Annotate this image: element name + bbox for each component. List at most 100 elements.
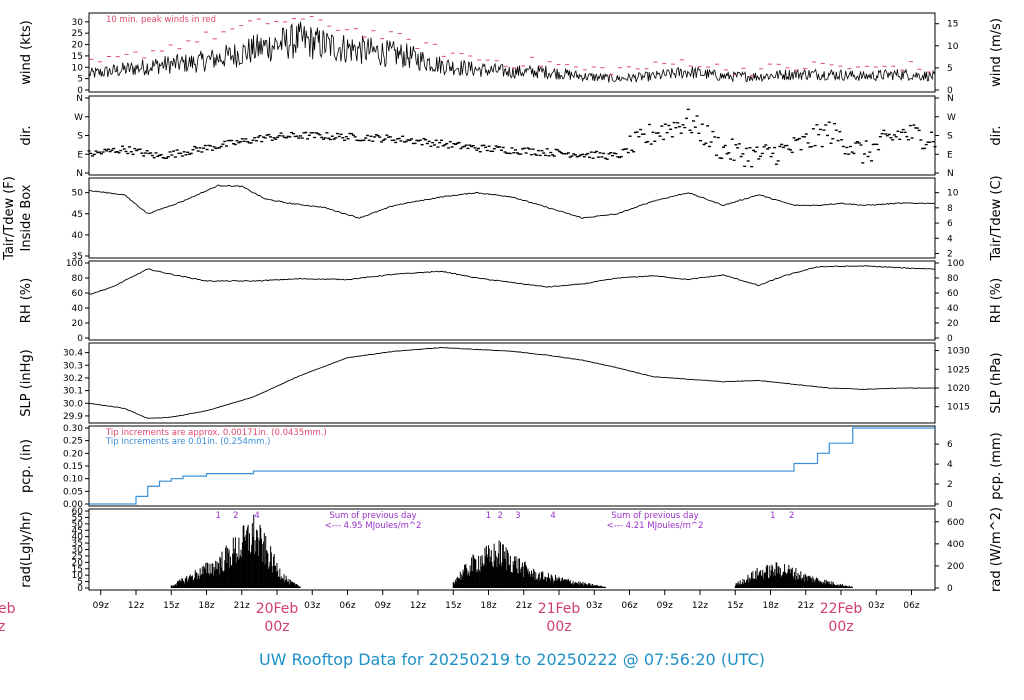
ytick-label-right: 1015 <box>947 403 970 413</box>
rad-marker: 4 <box>550 511 555 521</box>
xtick-label: 18z <box>198 601 214 611</box>
ytick-label-left: 5 <box>77 578 83 588</box>
cut-date-label: eb <box>0 601 16 617</box>
panel-frame-dir <box>88 95 936 176</box>
ytick-label-left: 20 <box>72 558 84 568</box>
ytick-label-right: 0 <box>947 584 953 594</box>
ytick-label-left: 0 <box>77 334 83 344</box>
ylabel-left: pcp. (in) <box>19 439 34 493</box>
ytick-label-left: 30.1 <box>63 387 83 397</box>
ylabel-right: SLP (hPa) <box>989 352 1004 413</box>
xtick-label: 15z <box>445 601 461 611</box>
ytick-label-left: 30.4 <box>63 349 83 359</box>
ytick-label-left: 25 <box>72 29 83 39</box>
panel-slp: 29.9 30.0 30.1 30.2 30.3 30.4 1015 1020 1025 1030… <box>19 342 1004 424</box>
ytick-label-left: 40 <box>72 533 84 543</box>
ytick-label-right: 6 <box>947 219 953 229</box>
series-peak-winds <box>89 15 931 76</box>
xtick-label: 21z <box>798 601 814 611</box>
tip-note-old: Tip increments are approx. 0.00171in. (0… <box>105 428 327 438</box>
panel-frame-wind <box>88 12 936 93</box>
ytick-label-right: W <box>947 113 956 123</box>
xtick-label: 18z <box>762 601 778 611</box>
rad-sum-line1: Sum of previous day <box>611 511 698 521</box>
ytick-label-right: N <box>947 94 954 104</box>
ylabel-right: wind (m/s) <box>989 18 1004 87</box>
rad-marker: 1 <box>216 511 221 521</box>
xtick-label: 12z <box>410 601 426 611</box>
xtick-label: 06z <box>339 601 355 611</box>
xtick-label: 21z <box>516 601 532 611</box>
ylabel-right: rad (W/m^2) <box>989 507 1004 592</box>
ytick-label-left: 0.25 <box>63 437 83 447</box>
ytick-label-right: E <box>947 150 953 160</box>
ytick-label-right: 40 <box>947 304 959 314</box>
series-direction <box>87 108 937 168</box>
xtick-label: 03z <box>586 601 602 611</box>
rad-marker: 2 <box>789 511 794 521</box>
ytick-label-right: 1030 <box>947 347 970 357</box>
ytick-label-right: 20 <box>947 319 959 329</box>
ytick-label-right: 100 <box>947 259 964 269</box>
xtick-label: 09z <box>375 601 391 611</box>
ylabel-left: wind (kts) <box>19 20 34 84</box>
date-time-label: 00z <box>828 619 853 635</box>
panel-rh: 0 20 40 60 80 100 0 20 40 60 80 100 RH (%) RH (%) <box>19 259 1004 344</box>
ytick-label-left: 35 <box>72 539 83 549</box>
ytick-label-right: 0 <box>947 334 953 344</box>
rad-sum-line2: <--- 4.21 MJoules/m^2 <box>607 521 704 531</box>
ylabel-left: SLP (inHg) <box>19 349 34 417</box>
ylabel-left: dir. <box>19 125 34 145</box>
date-label: 21Feb <box>538 601 581 617</box>
ytick-label-left: 30.3 <box>63 361 83 371</box>
ytick-label-right: 60 <box>947 289 959 299</box>
xtick-label: 15z <box>727 601 743 611</box>
ylabel-right: dir. <box>989 125 1004 145</box>
xtick-label: 12z <box>692 601 708 611</box>
ytick-label-left: 0.10 <box>63 475 83 485</box>
ytick-label-left: 50 <box>72 520 84 530</box>
xtick-label: 03z <box>868 601 884 611</box>
ytick-label-left: 29.9 <box>63 412 83 422</box>
ytick-label-left: 0 <box>77 584 83 594</box>
ytick-label-left: 0.20 <box>63 449 83 459</box>
xtick-label: 09z <box>93 601 109 611</box>
ytick-label-right: N <box>947 169 954 179</box>
series-wind-speed <box>88 21 936 83</box>
xtick-label: 21z <box>234 601 250 611</box>
chart-title: UW Rooftop Data for 20250219 to 20250222… <box>259 650 765 669</box>
ytick-label-left: 0.00 <box>63 500 83 510</box>
ylabel-left: RH (%) <box>19 278 34 323</box>
ylabel-right: Tair/Tdew (C) <box>989 175 1004 261</box>
ytick-label-left: 25 <box>72 552 83 562</box>
rad-sum-line1: Sum of previous day <box>329 511 416 521</box>
xtick-label: 15z <box>163 601 179 611</box>
ytick-label-left: 5 <box>77 75 83 85</box>
ylabel-left-2: Tair/Tdew (F) <box>2 176 17 261</box>
date-time-label: 00z <box>264 619 289 635</box>
series-tair <box>88 184 936 219</box>
ytick-label-left: 45 <box>72 526 83 536</box>
ytick-label-right: 4 <box>947 234 953 244</box>
ytick-label-left: 30 <box>72 18 84 28</box>
ytick-label-right: 0 <box>947 500 953 510</box>
ytick-label-left: 20 <box>72 41 84 51</box>
ytick-label-right: 600 <box>947 518 964 528</box>
ytick-label-left: 30.0 <box>63 399 83 409</box>
ytick-label-left: 55 <box>72 513 83 523</box>
ytick-label-right: 200 <box>947 562 964 572</box>
ytick-label-right: 0 <box>947 86 953 96</box>
ytick-label-right: 4 <box>947 460 953 470</box>
ytick-label-left: N <box>76 169 83 179</box>
ylabel-right: RH (%) <box>989 278 1004 323</box>
ytick-label-right: 10 <box>947 42 959 52</box>
cut-time-label: z <box>0 619 5 635</box>
ytick-label-right: 400 <box>947 540 964 550</box>
tip-note-new: Tip increments are 0.01in. (0.254mm.) <box>105 437 270 447</box>
ytick-label-left: 50 <box>72 189 84 199</box>
ytick-label-left: 0.15 <box>63 462 83 472</box>
ytick-label-left: 40 <box>72 231 84 241</box>
ytick-label-left: 30.2 <box>63 374 83 384</box>
